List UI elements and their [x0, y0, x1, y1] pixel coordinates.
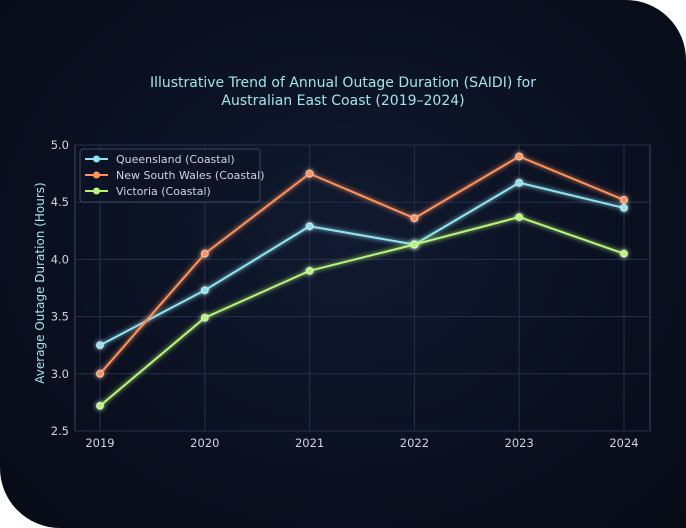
data-point — [200, 313, 209, 322]
x-tick-label: 2019 — [85, 436, 114, 450]
x-tick-label: 2023 — [505, 436, 534, 450]
data-point — [410, 214, 419, 223]
y-tick-label: 4.0 — [51, 252, 69, 266]
data-point — [305, 169, 314, 178]
data-point — [515, 213, 524, 222]
y-axis-label: Average Outage Duration (Hours) — [33, 182, 47, 383]
legend-marker — [93, 155, 100, 163]
data-point — [620, 195, 628, 204]
y-tick-label: 3.5 — [51, 310, 69, 324]
legend-label: Queensland (Coastal) — [116, 153, 235, 166]
legend-marker — [93, 187, 100, 195]
x-tick-label: 2024 — [609, 436, 638, 450]
y-tick-label: 5.0 — [51, 138, 69, 152]
data-point — [410, 240, 419, 249]
chart-title-line-1: Illustrative Trend of Annual Outage Dura… — [150, 75, 536, 91]
chart-title-line-2: Australian East Coast (2019–2024) — [221, 93, 464, 109]
data-point — [515, 178, 524, 187]
legend: Queensland (Coastal) New South Wales (Coa… — [79, 148, 265, 203]
series-victoria-coastal — [96, 213, 628, 410]
series-line — [99, 216, 625, 407]
series-queensland-coastal — [96, 178, 628, 350]
legend-box — [79, 148, 261, 203]
data-point — [620, 203, 628, 212]
x-tick-label: 2021 — [295, 436, 324, 450]
data-point — [305, 266, 314, 275]
legend-label: New South Wales (Coastal) — [116, 169, 265, 182]
y-tick-label: 2.5 — [51, 424, 69, 438]
y-tick-label: 4.5 — [51, 195, 69, 209]
series-line — [99, 155, 625, 375]
data-point — [305, 222, 314, 231]
legend-label: Victoria (Coastal) — [116, 185, 211, 198]
series-line — [99, 181, 625, 347]
x-tick-label: 2022 — [400, 436, 429, 450]
series-new-south-wales-coastal — [96, 152, 628, 378]
y-tick-label: 3.0 — [51, 367, 69, 381]
data-point — [620, 249, 628, 258]
legend-marker — [93, 171, 100, 179]
data-point — [200, 286, 209, 295]
data-point — [96, 341, 104, 350]
data-point — [96, 369, 104, 378]
data-point — [96, 401, 104, 410]
data-point — [200, 249, 209, 258]
data-point — [515, 152, 524, 161]
x-tick-label: 2020 — [190, 436, 219, 450]
